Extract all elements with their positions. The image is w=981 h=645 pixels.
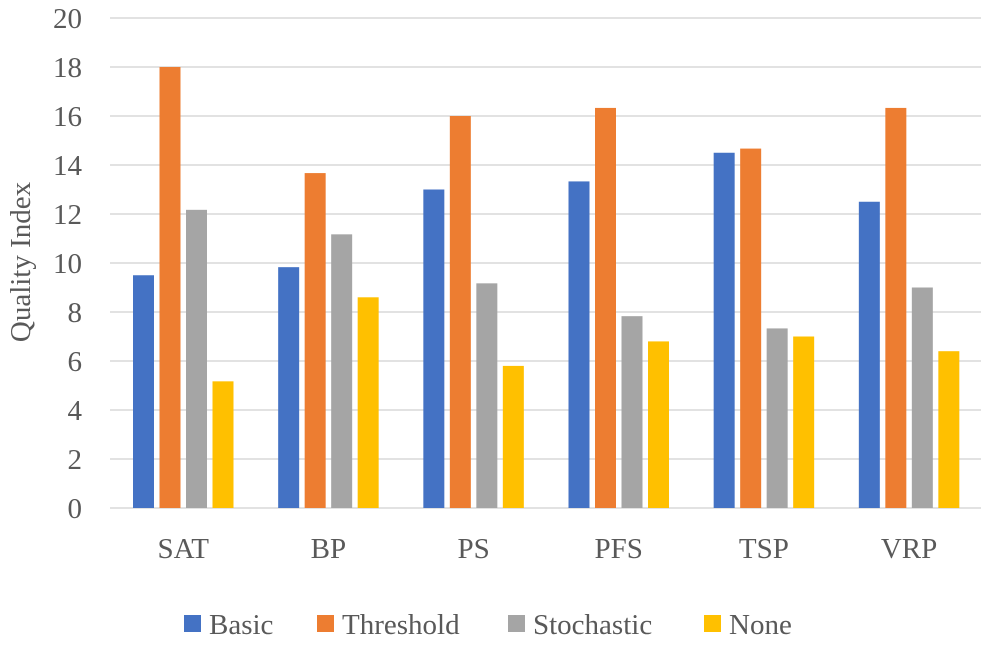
legend-swatch-none — [704, 615, 721, 632]
category-label: VRP — [881, 533, 937, 565]
y-tick-label: 0 — [68, 493, 83, 525]
bar-none-vrp — [938, 351, 960, 508]
y-tick-label: 14 — [53, 150, 83, 182]
legend: Basic Threshold Stochastic None — [184, 609, 792, 641]
bar-none-bp — [357, 297, 379, 508]
y-tick-label: 18 — [53, 52, 82, 84]
bar-threshold-tsp — [740, 148, 762, 508]
category-label: TSP — [739, 533, 789, 565]
legend-swatch-stochastic — [508, 615, 525, 632]
y-tick-label: 12 — [53, 199, 82, 231]
y-tick-label: 8 — [68, 297, 83, 329]
bar-stochastic-pfs — [621, 316, 643, 508]
bar-none-pfs — [648, 341, 669, 508]
legend-swatch-threshold — [317, 615, 334, 632]
bar-basic-sat — [133, 275, 154, 508]
category-label: PFS — [595, 533, 643, 565]
bar-stochastic-bp — [331, 234, 353, 508]
bar-basic-vrp — [858, 201, 880, 508]
legend-label-stochastic: Stochastic — [533, 609, 652, 641]
legend-label-basic: Basic — [209, 609, 273, 641]
bar-basic-ps — [423, 189, 445, 508]
y-tick-label: 2 — [68, 444, 83, 476]
category-label: BP — [311, 533, 346, 565]
x-axis-categories: SAT BP PS PFS TSP VRP — [157, 533, 937, 565]
legend-label-threshold: Threshold — [342, 609, 460, 641]
bar-none-ps — [502, 365, 524, 508]
bar-stochastic-vrp — [911, 287, 933, 508]
bar-none-sat — [212, 381, 234, 508]
bar-threshold-pfs — [595, 107, 616, 508]
bar-threshold-vrp — [885, 107, 907, 508]
y-tick-label: 10 — [53, 248, 82, 280]
category-label: PS — [457, 533, 489, 565]
bar-basic-bp — [278, 267, 300, 508]
y-tick-label: 6 — [68, 346, 83, 378]
bar-stochastic-tsp — [766, 328, 788, 508]
gridlines — [110, 17, 981, 509]
y-tick-label: 16 — [53, 101, 82, 133]
bar-threshold-sat — [159, 67, 181, 508]
category-label: SAT — [157, 533, 209, 565]
legend-label-none: None — [729, 609, 792, 641]
y-tick-label: 4 — [68, 395, 83, 427]
bar-basic-tsp — [713, 152, 735, 508]
bar-basic-pfs — [568, 181, 590, 509]
bars — [133, 67, 960, 509]
bar-stochastic-ps — [476, 283, 498, 508]
y-tick-label: 20 — [53, 3, 82, 35]
bar-none-tsp — [793, 336, 815, 508]
y-axis-ticks: 0 2 4 6 8 10 12 14 16 18 20 — [53, 3, 83, 525]
y-axis-title: Quality Index — [5, 181, 37, 342]
bar-threshold-bp — [304, 173, 326, 508]
legend-swatch-basic — [184, 615, 201, 632]
bar-threshold-ps — [449, 116, 471, 508]
bar-stochastic-sat — [186, 209, 207, 508]
